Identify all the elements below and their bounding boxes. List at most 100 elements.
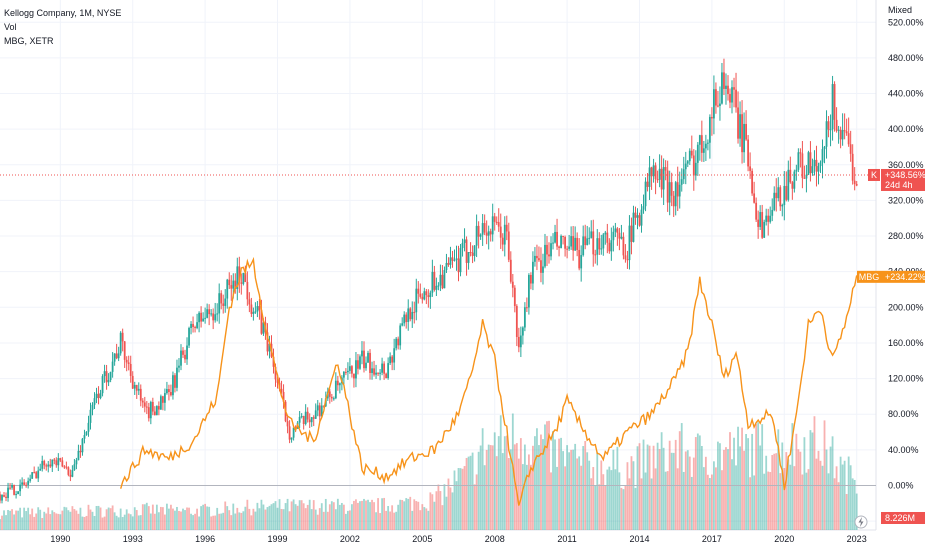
- candle-body: [67, 467, 70, 475]
- volume-bar: [803, 437, 806, 530]
- volume-bar: [630, 456, 633, 530]
- candle-body: [715, 89, 717, 106]
- candle-body: [592, 231, 595, 255]
- volume-bar: [101, 517, 104, 530]
- candle-body: [666, 170, 669, 203]
- volume-bar: [302, 503, 305, 530]
- volume-bar: [355, 499, 357, 530]
- candle-body: [123, 341, 126, 360]
- candle-body: [765, 215, 768, 222]
- volume-bar: [678, 431, 681, 530]
- volume-bar: [393, 512, 396, 530]
- volume-bar: [23, 507, 26, 530]
- volume-bar: [63, 506, 66, 530]
- volume-bar: [371, 499, 373, 530]
- candle-body: [511, 281, 514, 288]
- candle-body: [789, 169, 792, 183]
- volume-bar: [284, 503, 287, 530]
- volume-bar: [93, 515, 96, 530]
- volume-bar: [715, 467, 717, 530]
- candle-body: [664, 167, 667, 171]
- volume-bar: [280, 508, 283, 530]
- candle-body: [493, 216, 496, 222]
- volume-bar: [511, 413, 514, 530]
- candle-body: [49, 464, 52, 467]
- volume-bar: [610, 470, 613, 530]
- volume-bar: [807, 469, 810, 530]
- volume-bar: [616, 446, 619, 530]
- candle-body: [841, 130, 844, 140]
- volume-bar: [532, 445, 534, 530]
- candle-body: [258, 306, 261, 311]
- volume-bar: [815, 458, 818, 530]
- candle-body: [767, 215, 770, 222]
- volume-bar: [45, 513, 48, 530]
- volume-bar: [562, 451, 564, 530]
- volume-bar: [646, 444, 649, 530]
- candle-body: [155, 406, 158, 416]
- volume-bar: [849, 465, 852, 530]
- candle-body: [75, 460, 78, 465]
- volume-bar: [369, 502, 371, 530]
- candle-body: [737, 107, 739, 139]
- legend-volume[interactable]: Vol: [4, 22, 17, 32]
- mbg-symbol-tag-label: MBG: [859, 272, 880, 282]
- candle-body: [7, 487, 9, 498]
- volume-bar: [751, 433, 754, 530]
- volume-bar: [111, 505, 114, 530]
- volume-bar: [407, 498, 410, 530]
- volume-bar: [73, 509, 76, 530]
- volume-bar: [184, 510, 186, 530]
- candle-body: [455, 258, 458, 260]
- candle-body: [582, 236, 585, 256]
- volume-bar: [212, 515, 215, 530]
- volume-bar: [700, 445, 703, 530]
- legend-main-symbol[interactable]: Kellogg Company, 1M, NYSE: [4, 8, 122, 18]
- volume-bar: [690, 476, 693, 530]
- candle-body: [51, 459, 54, 467]
- volume-bar: [145, 502, 148, 530]
- candle-body: [519, 335, 522, 348]
- candle-body: [347, 370, 349, 373]
- candle-body: [602, 234, 605, 249]
- volume-bar: [775, 453, 778, 530]
- volume-bar: [833, 478, 836, 530]
- volume-bar: [202, 504, 205, 530]
- volume-bar: [347, 510, 349, 530]
- candle-body: [83, 435, 86, 439]
- candle-body: [238, 266, 241, 283]
- candle-body: [465, 239, 468, 263]
- volume-bar: [246, 499, 249, 530]
- candle-body: [628, 225, 631, 261]
- volume-bar: [107, 507, 110, 530]
- candle-body: [204, 317, 207, 319]
- volume-bar: [161, 507, 164, 530]
- candle-body: [248, 299, 251, 305]
- legend-compare-symbol[interactable]: MBG, XETR: [4, 36, 54, 46]
- candle-body: [644, 181, 647, 207]
- candle-body: [692, 155, 695, 176]
- volume-bar: [260, 499, 263, 530]
- candle-body: [21, 482, 24, 485]
- candle-body: [835, 119, 838, 131]
- candle-body: [642, 206, 645, 210]
- candle-body: [550, 243, 552, 257]
- candle-body: [292, 427, 295, 438]
- volume-bar: [632, 461, 635, 530]
- candle-body: [413, 311, 416, 313]
- candle-body: [170, 392, 172, 396]
- candle-body: [839, 129, 842, 140]
- candle-body: [463, 239, 466, 243]
- volume-bar: [399, 499, 402, 530]
- mbg-price-tag: [881, 270, 925, 283]
- volume-bar: [767, 471, 770, 530]
- candle-body: [441, 274, 444, 289]
- candle-body: [99, 393, 102, 399]
- candle-body: [711, 116, 713, 119]
- candle-body: [517, 336, 520, 348]
- volume-bar: [262, 504, 265, 530]
- candle-body: [451, 257, 454, 261]
- volume-bar: [383, 497, 386, 530]
- candle-body: [632, 212, 635, 242]
